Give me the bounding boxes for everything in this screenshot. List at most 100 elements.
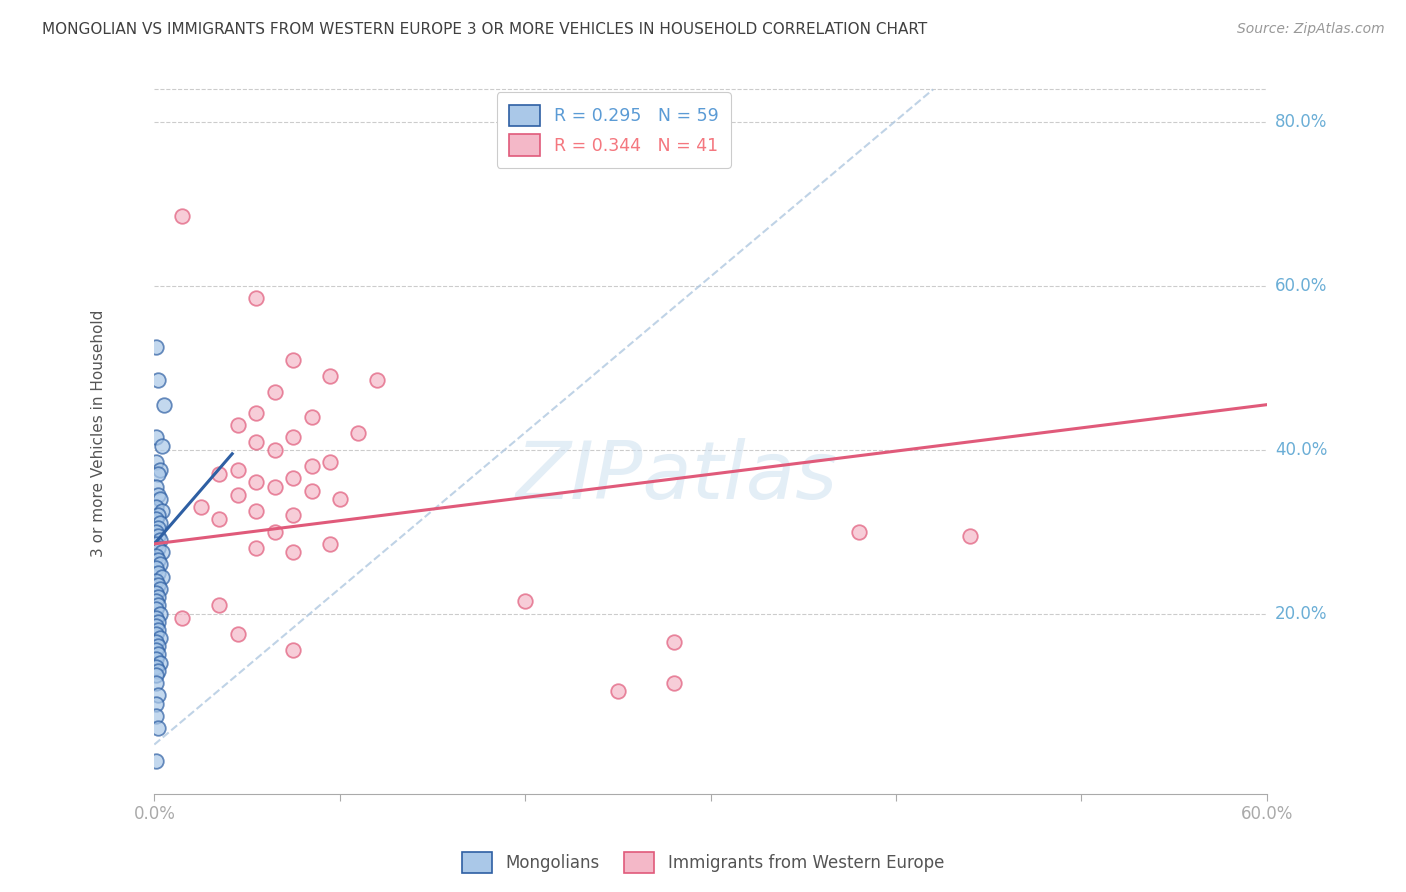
Legend: R = 0.295   N = 59, R = 0.344   N = 41: R = 0.295 N = 59, R = 0.344 N = 41 [496, 93, 731, 168]
Point [245, 504, 267, 518]
Point [149, 491, 172, 506]
Point [149, 516, 172, 531]
Point [245, 406, 267, 420]
Point [283, 352, 305, 367]
Point [208, 467, 231, 482]
Point [145, 479, 167, 493]
Point [149, 582, 172, 596]
Text: 60.0%: 60.0% [1275, 277, 1327, 295]
Point [145, 602, 167, 616]
Point [149, 463, 172, 477]
Point [515, 594, 537, 608]
Point [146, 541, 169, 555]
Point [226, 463, 249, 477]
Point [145, 500, 167, 514]
Point [226, 418, 249, 433]
Point [150, 569, 173, 583]
Point [145, 635, 167, 649]
Point [149, 607, 172, 621]
Point [606, 684, 628, 698]
Point [848, 524, 870, 539]
Point [149, 631, 172, 645]
Point [172, 610, 194, 624]
Point [146, 520, 169, 534]
Point [245, 291, 267, 305]
Point [301, 409, 323, 424]
Point [146, 664, 169, 678]
Point [190, 500, 212, 514]
Text: 3 or more Vehicles in Household: 3 or more Vehicles in Household [91, 310, 107, 557]
Text: 80.0%: 80.0% [1275, 113, 1327, 131]
Point [145, 668, 167, 682]
Point [150, 545, 173, 559]
Point [283, 508, 305, 523]
Point [149, 533, 172, 547]
Point [146, 599, 169, 613]
Point [347, 426, 370, 441]
Point [319, 537, 342, 551]
Point [146, 373, 169, 387]
Point [145, 651, 167, 665]
Point [301, 459, 323, 474]
Point [319, 369, 342, 384]
Text: 40.0%: 40.0% [1275, 441, 1327, 458]
Point [172, 209, 194, 223]
Point [208, 512, 231, 526]
Point [146, 553, 169, 567]
Point [283, 471, 305, 485]
Point [245, 475, 267, 490]
Point [146, 689, 169, 703]
Point [146, 488, 169, 502]
Point [146, 623, 169, 637]
Point [263, 442, 285, 457]
Point [150, 439, 173, 453]
Point [145, 627, 167, 641]
Text: 20.0%: 20.0% [1275, 605, 1327, 623]
Point [145, 610, 167, 624]
Point [146, 566, 169, 580]
Point [145, 340, 167, 354]
Point [283, 430, 305, 444]
Point [145, 549, 167, 564]
Point [263, 524, 285, 539]
Point [146, 721, 169, 735]
Point [366, 373, 388, 387]
Point [301, 483, 323, 498]
Point [145, 643, 167, 657]
Point [145, 561, 167, 575]
Point [145, 574, 167, 588]
Text: Source: ZipAtlas.com: Source: ZipAtlas.com [1237, 22, 1385, 37]
Point [145, 619, 167, 633]
Point [145, 524, 167, 539]
Point [319, 455, 342, 469]
Point [146, 615, 169, 629]
Point [149, 558, 172, 572]
Point [145, 697, 167, 711]
Point [145, 586, 167, 600]
Point [245, 434, 267, 449]
Point [145, 430, 167, 444]
Point [226, 627, 249, 641]
Point [146, 648, 169, 662]
Point [959, 529, 981, 543]
Point [283, 545, 305, 559]
Point [145, 676, 167, 690]
Point [150, 504, 173, 518]
Point [145, 754, 167, 768]
Point [149, 656, 172, 670]
Point [662, 676, 685, 690]
Point [145, 709, 167, 723]
Point [145, 512, 167, 526]
Point [145, 594, 167, 608]
Point [152, 398, 174, 412]
Point [662, 635, 685, 649]
Legend: Mongolians, Immigrants from Western Europe: Mongolians, Immigrants from Western Euro… [456, 846, 950, 880]
Point [146, 467, 169, 482]
Point [145, 537, 167, 551]
Point [283, 643, 305, 657]
Point [146, 640, 169, 654]
Point [226, 488, 249, 502]
Point [146, 578, 169, 592]
Point [145, 455, 167, 469]
Point [146, 529, 169, 543]
